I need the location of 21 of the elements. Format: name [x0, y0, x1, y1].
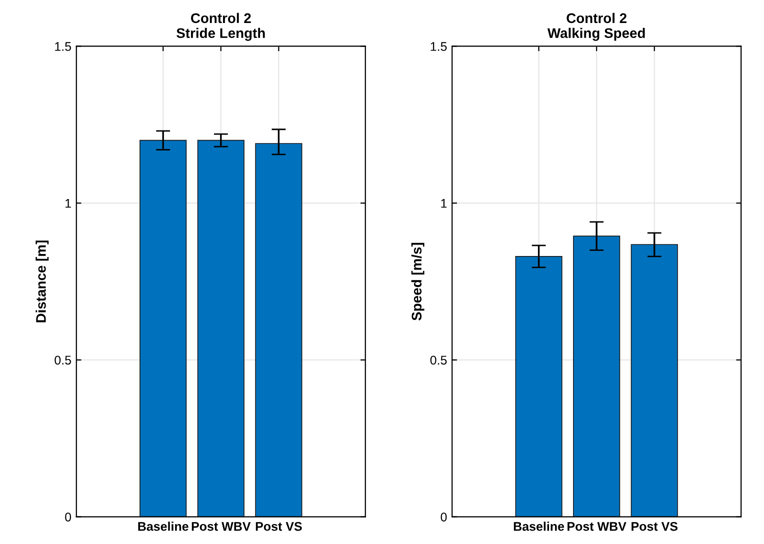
y-tick-label: 0 [440, 512, 447, 522]
y-tick-label: 1 [66, 199, 71, 208]
x-tick-label: Baseline [138, 522, 188, 531]
y-axis-title: Speed [m/s] [411, 242, 424, 320]
x-tick-label: Baseline [514, 522, 564, 531]
y-tick-label: 1.5 [55, 42, 72, 51]
bar [630, 244, 678, 517]
y-axis-title: Distance [m] [36, 240, 49, 322]
chart-title: Control 2 Walking Speed [547, 12, 645, 41]
y-tick-label: 1.5 [430, 42, 447, 51]
y-tick-label: 0 [65, 512, 72, 522]
x-tick-label: Post WBV [568, 522, 626, 531]
x-tick-label: Post WBV [192, 522, 251, 531]
bar [573, 236, 620, 517]
x-tick-label: Post VS [632, 522, 678, 531]
y-tick-label: 0.5 [54, 356, 72, 365]
bar [515, 256, 562, 517]
x-tick-label: Post VS [256, 522, 302, 531]
chart-title: Control 2 Stride Length [176, 12, 265, 41]
y-tick-label: 1 [441, 199, 447, 208]
y-tick-label: 0.5 [430, 356, 447, 365]
